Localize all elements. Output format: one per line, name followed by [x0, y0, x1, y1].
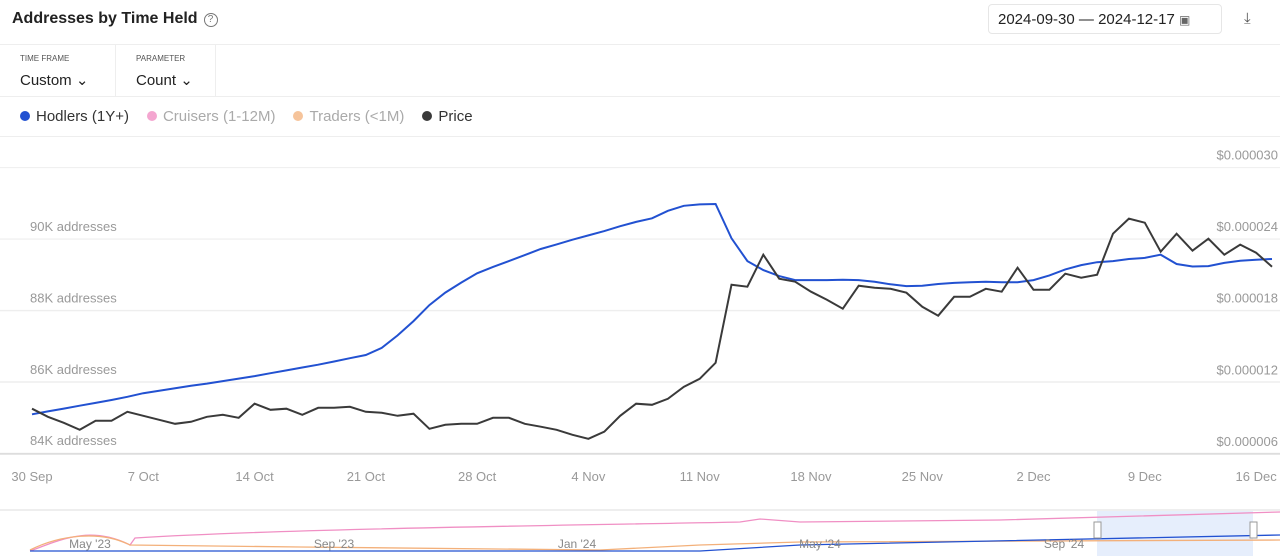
nav-selection	[1097, 511, 1253, 556]
y-tick-label: 88K addresses	[30, 290, 117, 305]
legend: Hodlers (1Y+) Cruisers (1-12M) Traders (<1…	[20, 108, 473, 125]
divider	[0, 136, 1280, 137]
navigator: May '23 Sep '23 Jan '24 May '24 Sep '24	[0, 509, 1280, 556]
control-value: Custom	[20, 72, 72, 89]
nav-label: May '23	[69, 537, 111, 551]
legend-label: Traders (<1M)	[309, 108, 405, 125]
y2-tick-label: $0.000024	[1217, 219, 1278, 234]
nav-line	[29, 535, 1280, 551]
control[interactable]: PARAMETER Count ⌄	[116, 44, 216, 96]
nav-label: Sep '23	[314, 537, 355, 551]
legend-item[interactable]: Cruisers (1-12M)	[146, 108, 276, 125]
control[interactable]: TIME FRAME Custom ⌄	[0, 44, 116, 96]
nav-handle[interactable]	[1249, 521, 1258, 539]
x-tick-label: 9 Dec	[1128, 469, 1162, 484]
x-tick-label: 25 Nov	[902, 469, 944, 484]
date-range[interactable]: 2024-09-30 — 2024-12-17 ▣	[988, 4, 1222, 34]
legend-item[interactable]: Traders (<1M)	[293, 108, 404, 125]
nav-line	[29, 511, 1280, 552]
nav-label: Jan '24	[558, 537, 597, 551]
x-tick-label: 11 Nov	[680, 469, 721, 484]
y2-tick-label: $0.000012	[1217, 362, 1278, 377]
x-tick-label: 14 Oct	[235, 469, 274, 484]
legend-label: Hodlers (1Y+)	[36, 108, 129, 125]
divider	[0, 96, 1280, 97]
date-from: 2024-09-30	[998, 11, 1075, 28]
nav-label: Sep '24	[1044, 537, 1085, 551]
legend-item[interactable]: Hodlers (1Y+)	[20, 108, 129, 125]
series-line	[31, 217, 1273, 440]
legend-swatch	[146, 111, 157, 121]
y-tick-label: 90K addresses	[30, 219, 117, 234]
y2-tick-label: $0.000030	[1217, 148, 1278, 163]
x-tick-label: 4 Nov	[571, 469, 605, 484]
date-to: 2024-12-17	[1098, 11, 1175, 28]
legend-label: Price	[438, 108, 473, 125]
x-tick-label: 18 Nov	[790, 469, 832, 484]
x-tick-label: 21 Oct	[347, 469, 386, 484]
nav-handle[interactable]	[1093, 521, 1102, 539]
nav-line	[30, 534, 1280, 552]
y-tick-label: 84K addresses	[30, 433, 117, 448]
legend-label: Cruisers (1-12M)	[162, 108, 276, 125]
control-value: Count	[136, 72, 177, 89]
nav-label: May '24	[799, 537, 841, 551]
date-sep: —	[1078, 11, 1094, 28]
y2-tick-label: $0.000006	[1217, 434, 1278, 449]
y-tick-label: 86K addresses	[30, 362, 117, 377]
title-text: Addresses by Time Held	[12, 10, 198, 27]
y2-tick-label: $0.000018	[1217, 291, 1278, 306]
x-tick-label: 28 Oct	[458, 469, 497, 484]
legend-swatch	[293, 111, 304, 121]
series-line	[31, 202, 1273, 416]
x-tick-label: 30 Sep	[11, 469, 52, 484]
title: Addresses by Time Held?	[12, 10, 218, 28]
legend-swatch	[20, 111, 30, 121]
legend-item[interactable]: Price	[422, 108, 473, 125]
control-label: TIME FRAME	[20, 54, 70, 63]
control-label: PARAMETER	[136, 54, 186, 63]
x-tick-label: 2 Dec	[1017, 469, 1051, 484]
divider	[0, 44, 1280, 45]
legend-swatch	[422, 111, 433, 121]
x-tick-label: 16 Dec	[1236, 469, 1278, 484]
x-tick-label: 7 Oct	[128, 469, 159, 484]
download-icon[interactable]: ⤓	[1244, 10, 1251, 27]
